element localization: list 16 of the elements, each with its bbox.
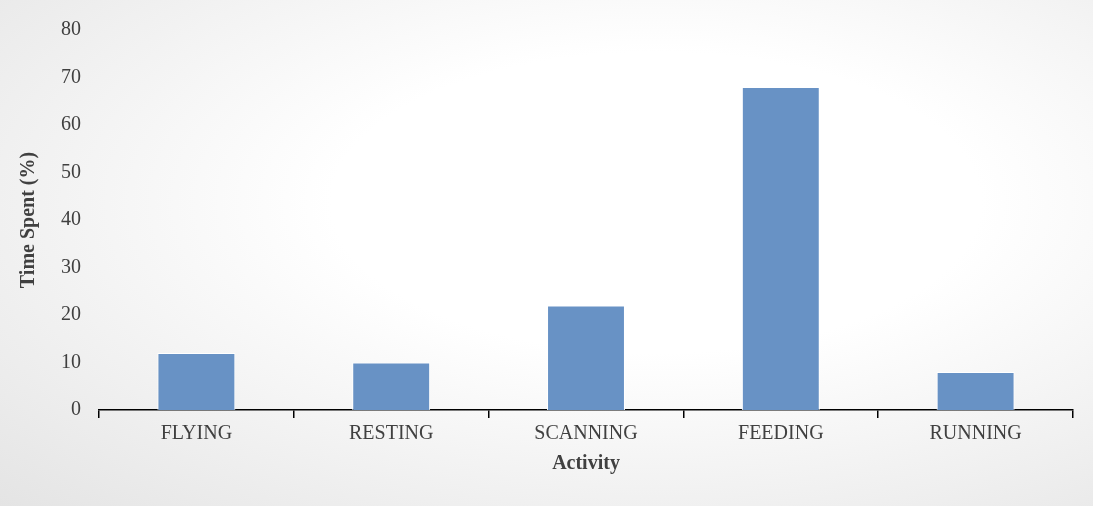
x-tick-label: FEEDING — [738, 421, 824, 444]
y-tick-label: 40 — [61, 207, 81, 230]
y-tick-label: 70 — [61, 64, 81, 87]
x-tick-label: SCANNING — [534, 421, 638, 444]
y-tick-label: 0 — [71, 397, 81, 420]
x-tick-label: RUNNING — [929, 421, 1022, 444]
y-tick-label: 30 — [61, 254, 81, 277]
y-axis-title: Time Spent (%) — [16, 151, 40, 289]
y-tick-label: 20 — [61, 302, 81, 325]
y-tick-label: 50 — [61, 159, 81, 182]
y-tick-label: 80 — [61, 17, 81, 40]
y-tick-label: 60 — [61, 112, 81, 135]
x-tick-label: FLYING — [160, 421, 233, 444]
x-tick-label: RESTING — [348, 421, 434, 444]
x-axis-title: Activity — [552, 451, 620, 475]
y-tick-label: 10 — [61, 349, 81, 372]
